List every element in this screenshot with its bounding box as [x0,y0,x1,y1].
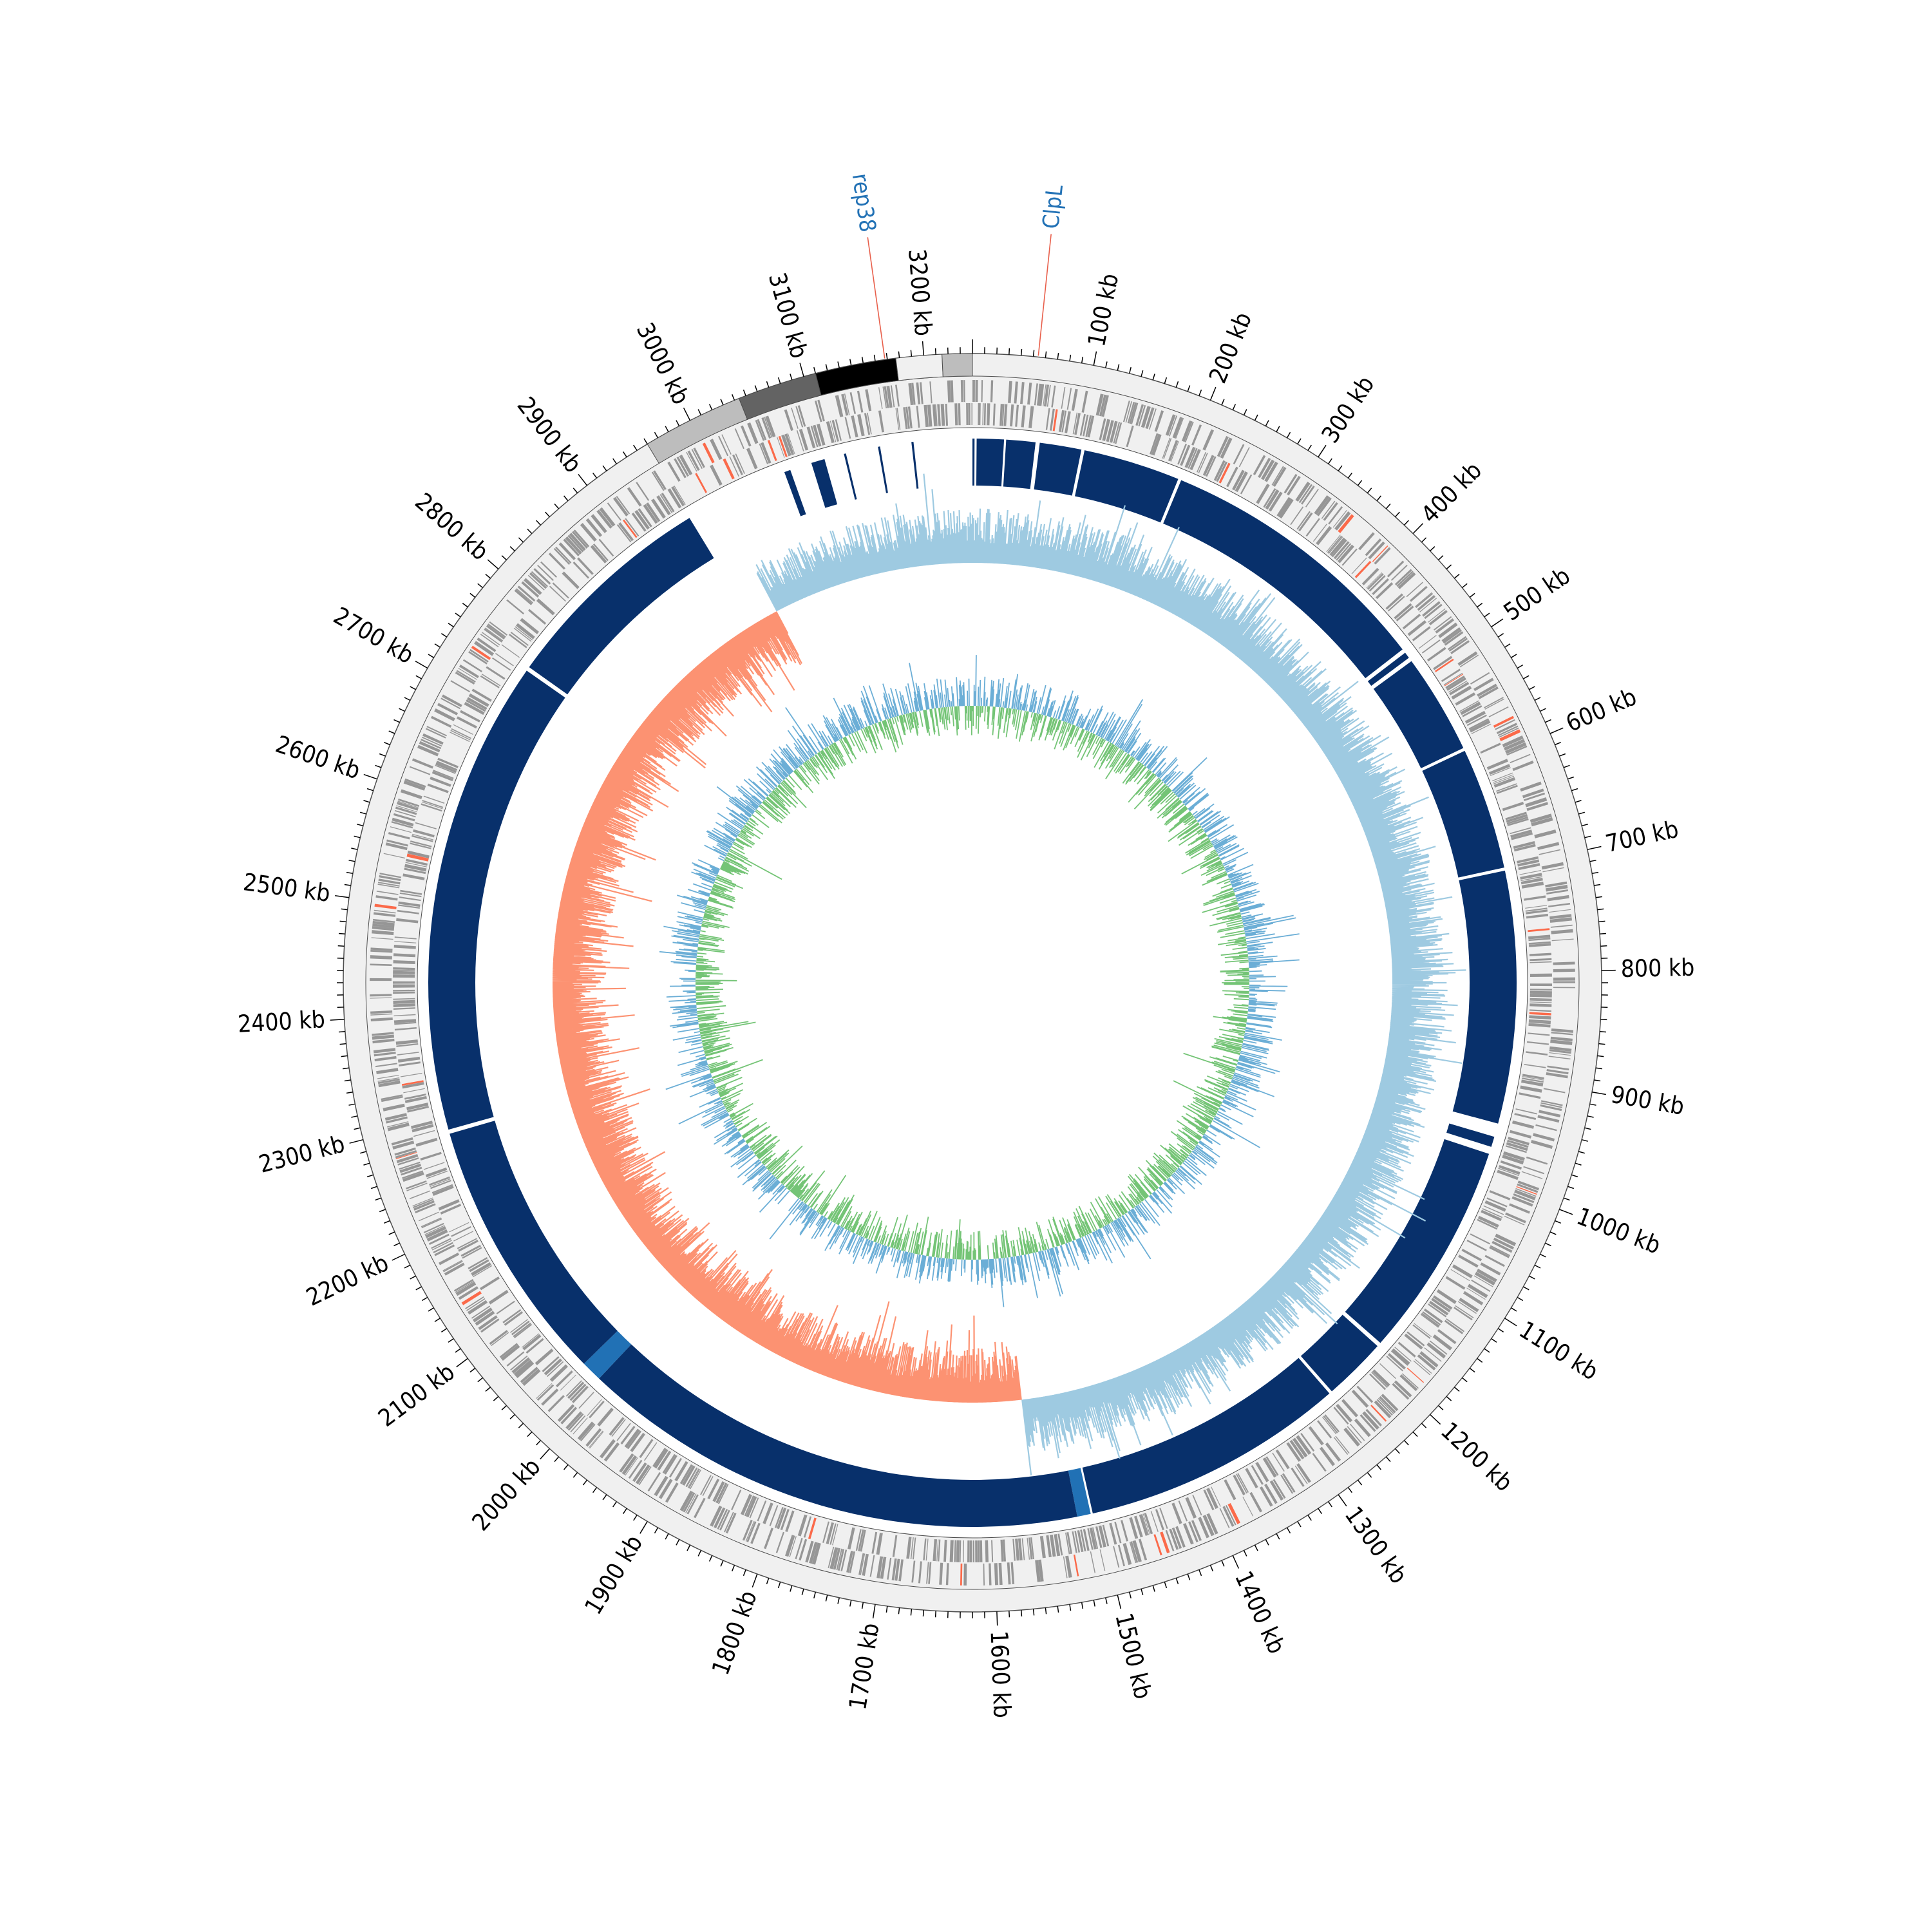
gc-skew-negative [552,611,1022,1403]
tick-label: 3200 kb [903,248,937,337]
tick-label: 700 kb [1603,815,1681,858]
homology-block [1075,450,1179,523]
tick-label: 2500 kb [242,868,332,907]
tick-label: 600 kb [1562,683,1640,737]
tick-label: 2200 kb [302,1249,393,1311]
gc-content-track [659,655,1300,1307]
gene-annotations: rep38 ClpL [847,172,1068,359]
homology-block [1082,1358,1330,1514]
homology-block [1034,442,1082,496]
homology-block [1367,652,1409,686]
homology-block [976,439,1005,487]
tick-label: 1000 kb [1573,1202,1664,1260]
homology-block [1300,1314,1378,1392]
tick-label: 3100 kb [763,270,813,361]
gc-skew-track [552,473,1466,1476]
homology-block [844,453,857,500]
homology-track [428,439,1517,1527]
annotation-label: ClpL [1038,184,1068,231]
tick-label: 900 kb [1609,1081,1686,1121]
tick-label: 300 kb [1316,371,1380,448]
tick-label: 2700 kb [329,601,419,669]
tick-label: 2900 kb [512,392,587,478]
tick-marks [330,339,1616,1626]
gc-content-below [695,705,1250,1260]
tick-label: 3000 kb [631,318,695,409]
homology-block [1003,439,1036,489]
homology-block [878,446,888,493]
tick-label: 2400 kb [237,1005,326,1038]
homology-block [1068,1468,1091,1517]
tick-label: 1800 kb [706,1587,762,1678]
homology-block [1452,870,1517,1124]
contig-block [895,354,943,381]
homology-block [811,459,838,508]
tick-label: 2100 kb [373,1358,460,1433]
homology-block [583,1331,632,1379]
tick-label: 1200 kb [1435,1417,1518,1497]
tick-label: 2000 kb [467,1453,546,1536]
tick-label: 800 kb [1620,954,1694,983]
homology-block [972,439,975,486]
tick-label: 1100 kb [1514,1316,1603,1386]
tick-lines [330,339,1616,1626]
tick-label: 2600 kb [272,730,364,785]
homology-block [428,670,565,1130]
gc-skew-positive [755,473,1466,1476]
homology-block [1446,1123,1495,1147]
homology-block [450,1121,618,1364]
annotation-line [1037,234,1052,356]
tick-label: 2300 kb [256,1130,348,1178]
tick-label: 1600 kb [985,1630,1016,1718]
tick-label: 1700 kb [844,1621,884,1712]
annotation-label: rep38 [847,172,880,234]
tick-label: 500 kb [1499,562,1575,626]
homology-block [1163,480,1403,679]
tick-label: 2800 kb [410,488,494,566]
tick-label: 1900 kb [579,1530,648,1619]
tick-label: 200 kb [1204,308,1257,387]
contig-track [647,353,973,464]
contig-block [942,353,973,377]
homology-block [1422,750,1504,878]
homology-block [911,441,919,489]
homology-block [1345,1139,1490,1343]
homology-block [529,518,714,695]
homology-block [784,469,806,516]
homology-block [599,1344,1077,1527]
tick-label: 1400 kb [1229,1567,1291,1658]
gene-inner-circle [417,427,1528,1539]
tick-label: 100 kb [1083,271,1124,349]
tick-label: 1300 kb [1340,1502,1413,1589]
tick-label: 1500 kb [1110,1611,1157,1702]
tick-label: 400 kb [1416,457,1487,529]
homology-block [1373,661,1464,768]
gc-content-above [659,655,1300,1307]
annotation-line [867,237,886,359]
